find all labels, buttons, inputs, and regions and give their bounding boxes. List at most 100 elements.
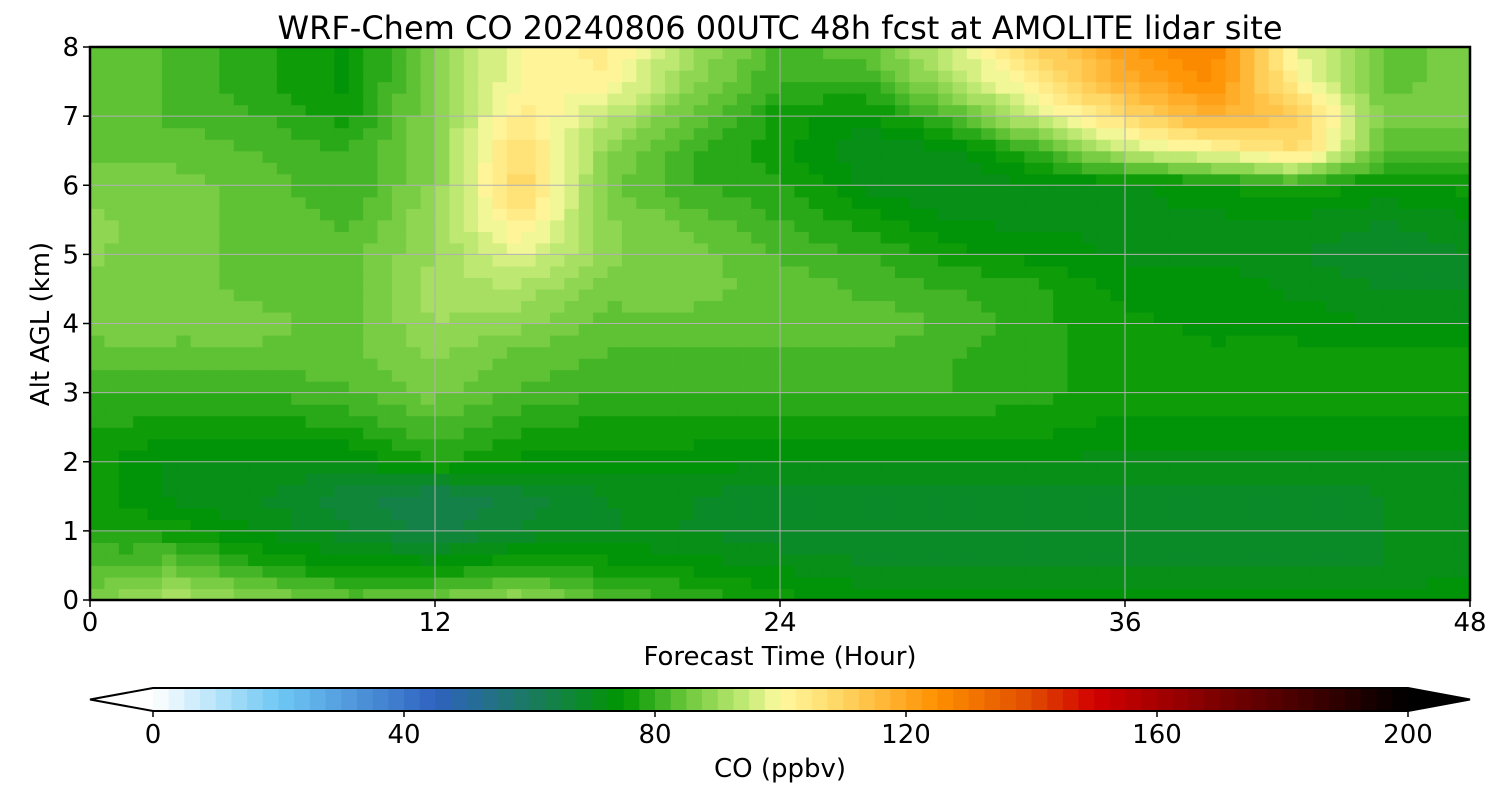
co-cell: [1412, 507, 1428, 520]
co-cell: [1067, 473, 1083, 486]
co-cell: [1182, 116, 1198, 129]
co-cell: [995, 415, 1011, 428]
co-cell: [1024, 530, 1040, 543]
co-cell: [1010, 288, 1025, 302]
co-cell: [1398, 381, 1414, 394]
co-cell: [305, 196, 321, 209]
co-cell: [262, 323, 278, 336]
co-cell: [1081, 461, 1097, 474]
co-cell: [1053, 104, 1069, 117]
colorbar-segment: [1125, 688, 1142, 711]
co-cell: [550, 254, 565, 267]
co-cell: [938, 162, 954, 175]
co-cell: [219, 392, 235, 405]
co-cell: [665, 450, 680, 463]
co-cell: [233, 323, 249, 336]
co-cell: [233, 381, 249, 394]
co-cell: [1024, 461, 1040, 474]
co-cell: [1211, 93, 1227, 106]
co-cell: [1369, 196, 1385, 209]
co-cell: [1153, 565, 1169, 578]
co-cell: [147, 288, 163, 302]
co-cell: [1038, 139, 1054, 152]
co-cell: [1024, 288, 1040, 302]
co-cell: [492, 473, 508, 486]
co-cell: [1283, 254, 1299, 267]
co-cell: [1081, 300, 1097, 313]
co-cell: [176, 369, 192, 382]
co-cell: [1369, 208, 1385, 221]
co-cell: [1326, 542, 1342, 555]
co-cell: [1426, 93, 1442, 106]
co-cell: [851, 335, 867, 348]
co-cell: [981, 242, 997, 255]
co-cell: [1081, 231, 1097, 244]
co-cell: [1053, 323, 1069, 336]
co-cell: [420, 576, 436, 590]
co-cell: [1383, 565, 1399, 578]
co-cell: [722, 381, 738, 394]
co-cell: [478, 162, 494, 175]
co-cell: [348, 242, 364, 255]
co-cell: [1426, 530, 1442, 543]
co-cell: [981, 311, 997, 325]
co-cell: [923, 116, 939, 129]
co-cell: [1211, 530, 1227, 543]
co-cell: [1398, 81, 1414, 94]
co-cell: [478, 553, 494, 567]
co-cell: [233, 484, 249, 497]
co-cell: [1081, 484, 1097, 497]
co-cell: [1168, 450, 1184, 463]
co-cell: [895, 553, 910, 567]
co-cell: [1010, 81, 1025, 94]
co-cell: [837, 58, 853, 71]
co-cell: [1355, 265, 1370, 279]
co-cell: [248, 185, 264, 198]
co-cell: [1383, 93, 1399, 106]
co-cell: [1024, 93, 1040, 106]
co-cell: [1211, 70, 1227, 83]
co-cell: [435, 553, 450, 567]
co-cell: [377, 70, 393, 83]
co-cell: [521, 277, 537, 290]
co-cell: [808, 404, 824, 417]
co-cell: [1024, 116, 1040, 129]
co-cell: [736, 288, 752, 302]
co-cell: [736, 565, 752, 578]
co-cell: [1225, 150, 1241, 163]
co-cell: [1010, 461, 1025, 474]
co-cell: [1125, 496, 1140, 509]
co-cell: [506, 81, 522, 94]
co-cell: [1139, 369, 1155, 382]
co-cell: [1311, 300, 1327, 313]
co-cell: [1383, 553, 1399, 567]
co-cell: [1283, 542, 1299, 555]
co-cell: [1153, 196, 1169, 209]
co-cell: [679, 242, 695, 255]
co-cell: [952, 139, 968, 152]
co-cell: [363, 461, 379, 474]
co-cell: [219, 358, 235, 371]
co-cell: [176, 70, 192, 83]
co-cell: [1182, 277, 1198, 290]
co-cell: [665, 254, 680, 267]
co-cell: [708, 173, 724, 186]
co-cell: [866, 404, 882, 417]
co-cell: [1024, 542, 1040, 555]
co-cell: [952, 265, 968, 279]
co-cell: [1441, 519, 1457, 532]
co-cell: [435, 427, 450, 440]
co-cell: [808, 461, 824, 474]
co-cell: [722, 473, 738, 486]
co-cell: [693, 81, 709, 94]
co-cell: [1053, 139, 1069, 152]
co-cell: [435, 231, 450, 244]
co-cell: [621, 588, 637, 600]
co-cell: [262, 162, 278, 175]
co-cell: [176, 93, 192, 106]
co-cell: [636, 81, 652, 94]
co-cell: [1182, 530, 1198, 543]
co-cell: [1369, 415, 1385, 428]
co-cell: [1311, 139, 1327, 152]
co-cell: [1268, 358, 1284, 371]
